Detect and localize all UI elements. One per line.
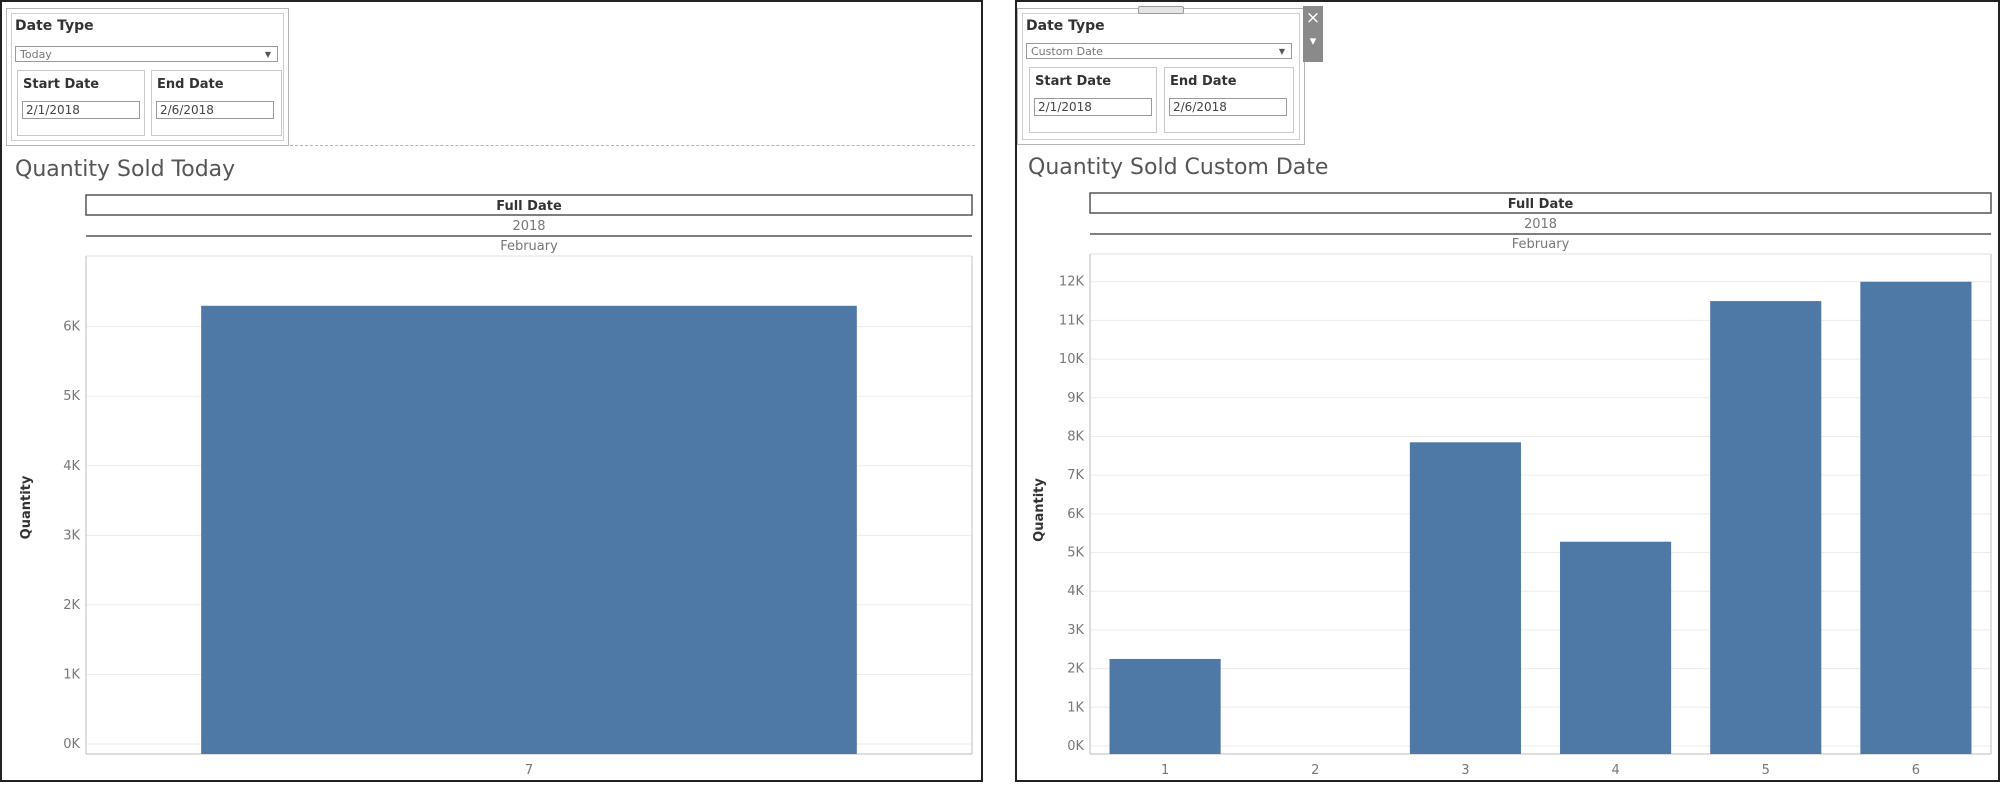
x-tick-label: 3 [1461,763,1469,778]
end-date-label: End Date [157,77,224,92]
y-tick-label: 11K [1059,313,1085,328]
date-type-dropdown[interactable]: Today ▼ [15,46,278,62]
quantity-bar-chart-custom: Full Date 2018 February 0K 1K 2K 3K 4K 5K 6K 7K 8K 9… [1032,192,1992,778]
header-full-date-box [1089,192,1992,214]
end-date-input[interactable]: 2/6/2018 [156,101,274,119]
quantity-bar-chart-today: Full Date 2018 February 0K 1K 2K 3K 4K 5K 6K 7 Quan… [19,194,973,778]
y-tick-label: 3K [63,528,80,543]
y-tick-label: 6K [1067,507,1084,522]
date-type-dropdown[interactable]: Custom Date ▼ [1026,43,1292,59]
y-tick-label: 7K [1067,468,1084,483]
y-tick-label: 1K [63,667,80,682]
dropdown-value: Custom Date [1031,45,1103,58]
start-date-card: Start Date 2/1/2018 [17,70,145,136]
dashboard-panel-today: Date Type Today ▼ Start Date 2/1/2018 En… [0,0,983,782]
chevron-down-icon: ▼ [264,50,271,59]
header-full-date-box [85,194,973,216]
y-tick-label: 2K [63,598,80,613]
bar [1860,281,1972,754]
chevron-down-icon: ▼ [1278,47,1285,56]
x-tick-label: 6 [1912,763,1920,778]
bar [1560,541,1672,754]
bar [1710,301,1822,754]
bar [1409,442,1521,754]
y-tick-label: 0K [63,737,80,752]
y-tick-label: 9K [1067,391,1084,406]
end-date-card: End Date 2/6/2018 [151,70,282,136]
drag-handle[interactable] [1138,6,1184,14]
y-tick-label: 4K [63,459,80,474]
y-tick-label: 10K [1059,352,1085,367]
x-tick-label: 4 [1611,763,1619,778]
close-icon[interactable]: × [1305,8,1321,28]
bar [201,305,857,754]
date-type-filter: Date Type Today ▼ Start Date 2/1/2018 En… [6,8,289,146]
y-tick-label: 2K [1067,662,1084,677]
chart-title: Quantity Sold Today [15,157,236,182]
filter-title: Date Type [15,18,94,34]
layout-divider [290,145,975,146]
header-month: February [500,239,558,254]
end-date-input[interactable]: 2/6/2018 [1169,98,1287,116]
start-date-card: Start Date 2/1/2018 [1029,67,1157,133]
header-year: 2018 [1524,217,1557,232]
x-tick-label: 5 [1762,763,1770,778]
more-options-icon[interactable]: ▾ [1309,34,1317,49]
header-full-date: Full Date [496,199,562,214]
y-axis-title: Quantity [1032,478,1047,542]
x-tick-label: 1 [1161,763,1169,778]
header-month: February [1512,237,1570,252]
y-tick-label: 5K [63,389,80,404]
dropdown-value: Today [20,48,52,61]
x-tick-label: 2 [1311,763,1319,778]
header-year: 2018 [512,219,545,234]
y-tick-label: 4K [1067,584,1084,599]
y-tick-label: 5K [1067,546,1084,561]
date-type-filter: Date Type Custom Date ▼ Start Date 2/1/2… [1017,8,1305,145]
filter-title: Date Type [1026,18,1105,34]
end-date-label: End Date [1170,74,1237,89]
start-date-input[interactable]: 2/1/2018 [22,101,140,119]
floating-toolbar: × ▾ [1303,6,1323,62]
x-tick-label: 7 [525,763,533,778]
y-tick-label: 0K [1067,739,1084,754]
y-tick-label: 3K [1067,623,1084,638]
end-date-card: End Date 2/6/2018 [1164,67,1294,133]
y-tick-label: 12K [1059,275,1085,290]
start-date-input[interactable]: 2/1/2018 [1034,98,1152,116]
chart-title: Quantity Sold Custom Date [1028,155,1329,180]
y-tick-label: 1K [1067,700,1084,715]
y-tick-label: 8K [1067,429,1084,444]
dashboard-panel-custom: Date Type Custom Date ▼ Start Date 2/1/2… [1015,0,2000,782]
start-date-label: Start Date [1035,74,1112,89]
bar [1109,658,1221,754]
y-axis-title: Quantity [19,475,34,539]
start-date-label: Start Date [23,77,100,92]
header-full-date: Full Date [1508,197,1574,212]
y-tick-label: 6K [63,320,80,335]
